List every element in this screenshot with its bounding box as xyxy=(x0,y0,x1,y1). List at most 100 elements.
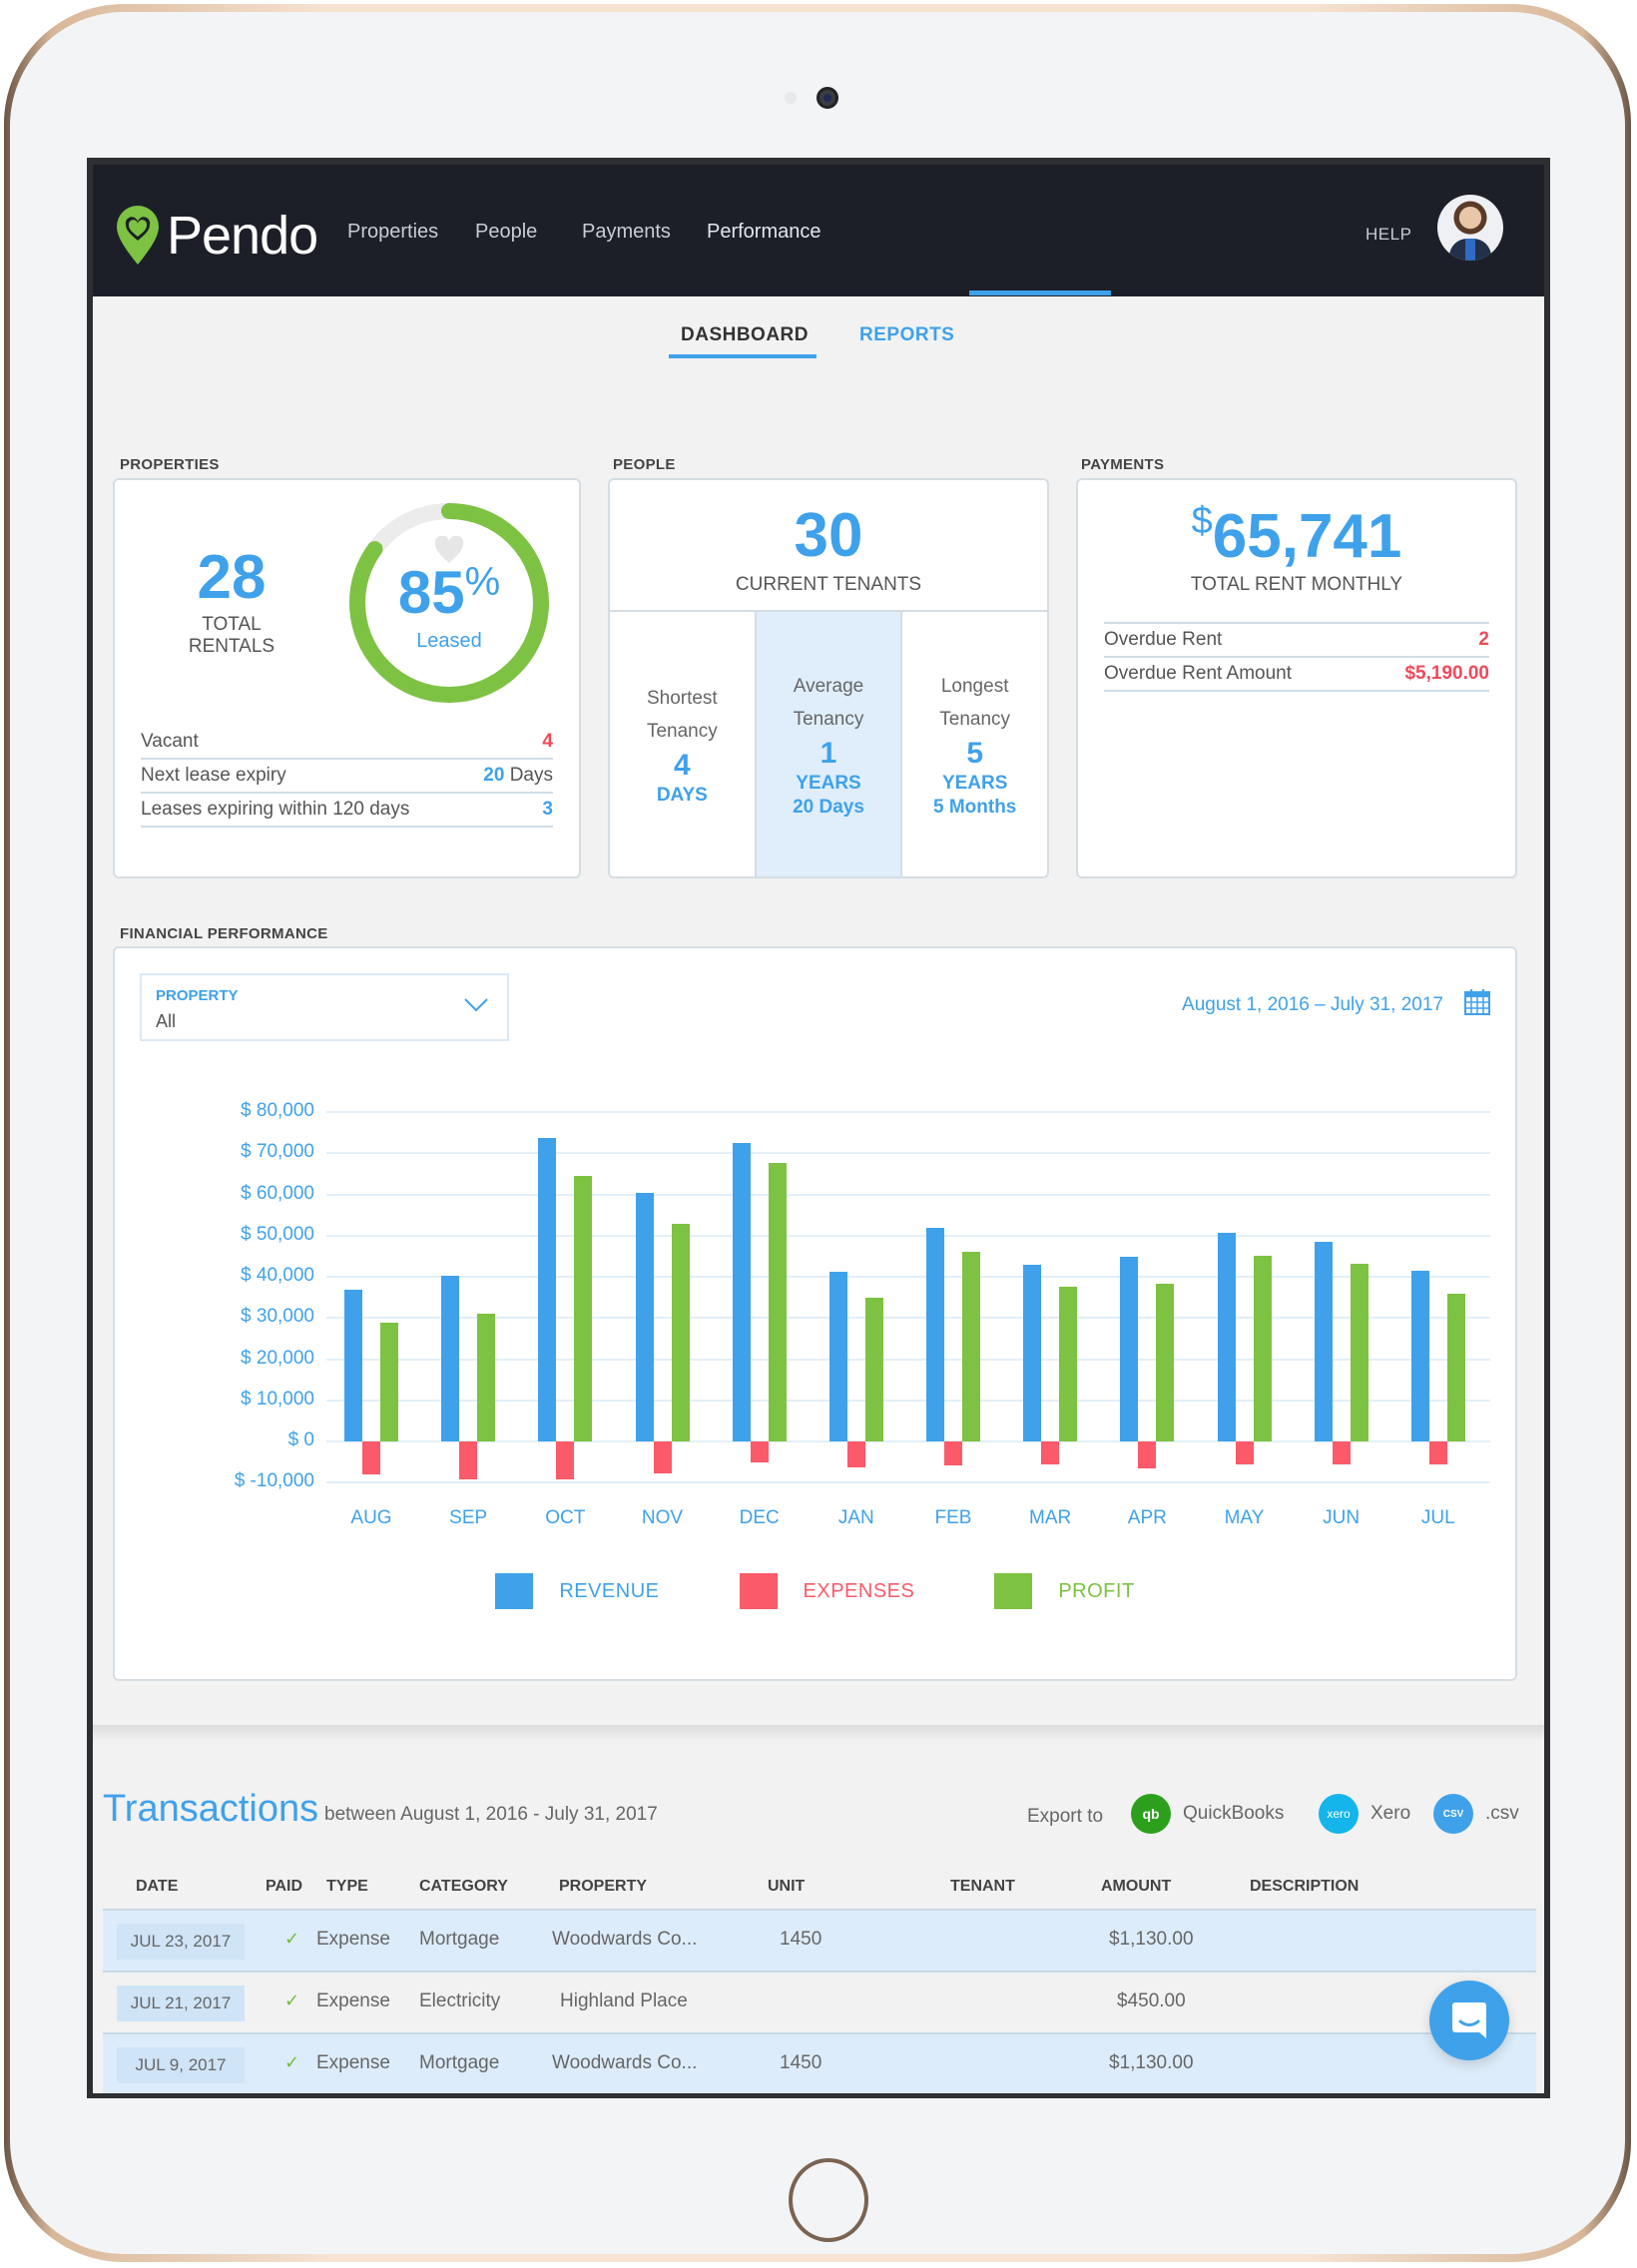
chat-bubble-icon xyxy=(1452,2002,1486,2038)
bar-revenue-jul[interactable] xyxy=(1410,1271,1429,1441)
table-row[interactable]: JUL 21, 2017 ✓ Expense Electricity Highl… xyxy=(103,1971,1536,2032)
column-property[interactable]: PROPERTY xyxy=(559,1878,648,1895)
bar-revenue-aug[interactable] xyxy=(344,1290,362,1441)
section-divider xyxy=(93,1725,1544,1741)
export-label-text: QuickBooks xyxy=(1183,1803,1285,1824)
date-cell: JUL 9, 2017 xyxy=(117,2047,245,2083)
column-paid[interactable]: PAID xyxy=(266,1878,303,1895)
category-cell: Mortgage xyxy=(419,2052,500,2073)
bar-expenses-sep[interactable] xyxy=(459,1441,478,1480)
x-axis-tick: SEP xyxy=(449,1507,488,1528)
total-rent-label: TOTAL RENT MONTHLY xyxy=(1190,574,1403,595)
bar-profit-nov[interactable] xyxy=(671,1223,690,1441)
legend-swatch-revenue xyxy=(495,1573,534,1609)
bar-revenue-may[interactable] xyxy=(1217,1233,1236,1441)
column-unit[interactable]: UNIT xyxy=(768,1878,806,1895)
column-category[interactable]: CATEGORY xyxy=(419,1878,508,1895)
chat-support-button[interactable] xyxy=(1429,1981,1509,2060)
bar-expenses-dec[interactable] xyxy=(750,1441,769,1463)
column-amount[interactable]: AMOUNT xyxy=(1101,1878,1172,1895)
stat-row-leases-expiring: Leases expiring within 120 days 3 xyxy=(141,794,553,828)
help-link[interactable]: HELP xyxy=(1365,225,1412,244)
legend-label: EXPENSES xyxy=(803,1579,915,1602)
export-xero-button[interactable]: xero Xero xyxy=(1319,1794,1410,1834)
legend-expenses[interactable]: EXPENSES xyxy=(739,1573,915,1609)
bar-profit-sep[interactable] xyxy=(477,1314,496,1441)
bar-revenue-dec[interactable] xyxy=(732,1142,751,1441)
tenancy-title: Shortest xyxy=(646,687,718,709)
bar-expenses-jun[interactable] xyxy=(1332,1441,1351,1464)
tenancy-number: 5 xyxy=(966,736,984,770)
bar-profit-jun[interactable] xyxy=(1350,1263,1368,1441)
table-row[interactable]: JUL 23, 2017 ✓ Expense Mortgage Woodward… xyxy=(103,1909,1536,1971)
grid-line xyxy=(326,1234,1490,1237)
bar-profit-dec[interactable] xyxy=(768,1163,787,1441)
people-card[interactable]: 30 CURRENT TENANTS Shortest Tenancy 4 DA… xyxy=(608,478,1049,878)
bar-expenses-apr[interactable] xyxy=(1138,1441,1157,1469)
bar-profit-oct[interactable] xyxy=(574,1175,593,1441)
grid-line xyxy=(326,1111,1490,1113)
quickbooks-icon: qb xyxy=(1131,1794,1171,1834)
export-csv-button[interactable]: CSV .csv xyxy=(1433,1794,1519,1834)
properties-card[interactable]: 28 TOTAL RENTALS 85% Leased Vacant 4 xyxy=(113,478,581,878)
nav-people[interactable]: People xyxy=(475,221,538,243)
bar-expenses-feb[interactable] xyxy=(944,1441,962,1465)
bar-revenue-jun[interactable] xyxy=(1314,1241,1333,1441)
tab-dashboard[interactable]: DASHBOARD xyxy=(681,324,809,345)
bar-revenue-sep[interactable] xyxy=(441,1276,460,1441)
nav-payments[interactable]: Payments xyxy=(582,221,671,243)
bar-revenue-feb[interactable] xyxy=(926,1228,944,1441)
export-label-text: .csv xyxy=(1485,1803,1519,1824)
payments-section-label: PAYMENTS xyxy=(1081,456,1165,473)
user-avatar[interactable] xyxy=(1437,195,1503,261)
column-date[interactable]: DATE xyxy=(136,1878,179,1895)
bar-revenue-nov[interactable] xyxy=(635,1192,654,1441)
table-row[interactable]: JUL 9, 2017 ✓ Expense Mortgage Woodwards… xyxy=(103,2032,1536,2093)
bar-expenses-jul[interactable] xyxy=(1428,1441,1447,1464)
bar-revenue-apr[interactable] xyxy=(1120,1256,1139,1441)
leased-percentage: 85% xyxy=(346,558,552,627)
nav-performance[interactable]: Performance xyxy=(707,221,821,243)
grid-line xyxy=(326,1276,1490,1278)
bar-expenses-nov[interactable] xyxy=(653,1441,672,1473)
bar-revenue-mar[interactable] xyxy=(1023,1264,1042,1441)
tab-reports[interactable]: REPORTS xyxy=(859,324,955,345)
grid-line xyxy=(326,1193,1490,1196)
bar-expenses-jan[interactable] xyxy=(846,1441,865,1467)
bar-profit-feb[interactable] xyxy=(962,1251,980,1441)
x-axis-tick: NOV xyxy=(641,1507,684,1528)
legend-label: REVENUE xyxy=(559,1579,660,1602)
people-section-label: PEOPLE xyxy=(613,456,676,473)
bar-profit-aug[interactable] xyxy=(380,1322,398,1441)
export-quickbooks-button[interactable]: qb QuickBooks xyxy=(1131,1794,1284,1834)
date-range-label[interactable]: August 1, 2016 – July 31, 2017 xyxy=(1182,994,1443,1015)
bar-profit-mar[interactable] xyxy=(1059,1287,1078,1441)
bar-revenue-jan[interactable] xyxy=(828,1272,847,1441)
payments-card[interactable]: $65,741 TOTAL RENT MONTHLY Overdue Rent … xyxy=(1076,478,1517,878)
bar-profit-may[interactable] xyxy=(1253,1255,1272,1441)
bar-profit-apr[interactable] xyxy=(1156,1284,1175,1441)
stat-row-overdue-rent: Overdue Rent 2 xyxy=(1104,624,1489,658)
legend-profit[interactable]: PROFIT xyxy=(994,1573,1134,1609)
leased-pct-value: 85 xyxy=(397,559,465,626)
tenancy-title: Tenancy xyxy=(793,708,864,730)
legend-revenue[interactable]: REVENUE xyxy=(495,1573,659,1609)
nav-properties[interactable]: Properties xyxy=(347,221,439,243)
calendar-icon[interactable] xyxy=(1463,988,1491,1016)
column-description[interactable]: DESCRIPTION xyxy=(1250,1878,1360,1895)
x-axis-tick: MAR xyxy=(1029,1507,1072,1528)
home-button[interactable] xyxy=(789,2158,868,2242)
bar-profit-jul[interactable] xyxy=(1446,1293,1465,1441)
bar-expenses-mar[interactable] xyxy=(1041,1441,1060,1465)
column-tenant[interactable]: TENANT xyxy=(950,1878,1015,1895)
bar-revenue-oct[interactable] xyxy=(538,1137,557,1441)
bar-expenses-oct[interactable] xyxy=(556,1441,575,1480)
pendo-logo[interactable]: Pendo xyxy=(115,205,318,267)
bar-expenses-aug[interactable] xyxy=(362,1441,380,1474)
property-filter-dropdown[interactable]: PROPERTY All xyxy=(140,973,509,1041)
bar-profit-jan[interactable] xyxy=(864,1297,883,1441)
bar-expenses-may[interactable] xyxy=(1235,1441,1254,1464)
y-axis-tick: $ -10,000 xyxy=(234,1470,314,1492)
column-type[interactable]: TYPE xyxy=(326,1878,368,1895)
leased-progress-ring xyxy=(349,503,549,703)
